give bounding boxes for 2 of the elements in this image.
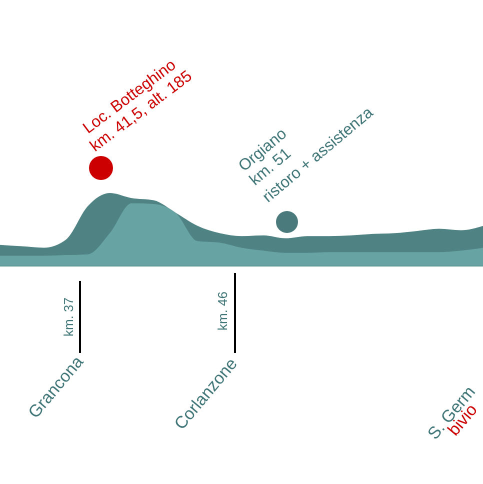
text: km. 46 — [215, 291, 230, 331]
text: km. 37 — [61, 297, 76, 337]
